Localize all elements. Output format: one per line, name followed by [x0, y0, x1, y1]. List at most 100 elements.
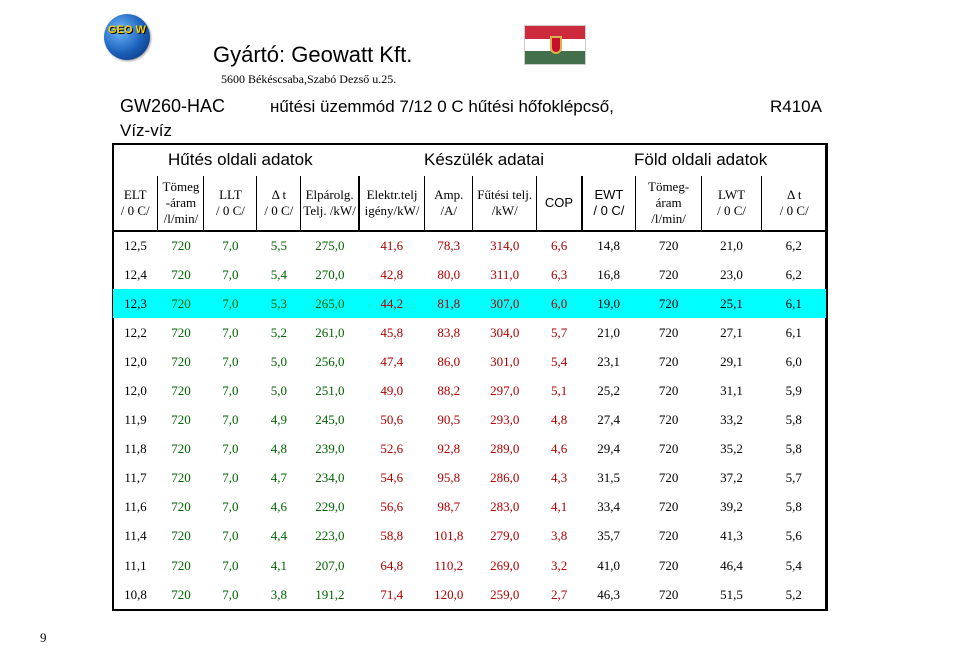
table-cell: 720 — [171, 470, 191, 486]
table-cell: 14,8 — [597, 238, 620, 254]
table-cell: 7,0 — [222, 528, 239, 544]
table-cell: 720 — [171, 238, 191, 254]
column-header-line: /kW/ — [491, 203, 518, 218]
table-cell: 6,0 — [536, 289, 582, 319]
table-cell: 42,8 — [380, 266, 404, 282]
table-cell: 95,8 — [437, 470, 461, 486]
table-row: 12,0 720 7,0 5,0 256,0 47,4 86,0 301,0 5,4 23,1 72… — [113, 347, 827, 377]
table-cell: 110,2 — [434, 557, 464, 573]
table-cell: 4,1 — [270, 557, 287, 573]
table-cell: 3,2 — [551, 557, 568, 573]
table-cell: 6,6 — [551, 238, 568, 254]
table-cell: 101,8 — [434, 528, 464, 544]
geowatt-logo: GEO W — [104, 14, 150, 60]
table-cell: 21,0 — [597, 324, 620, 340]
table-cell: 314,0 — [490, 238, 520, 254]
table-cell: 7,0 — [222, 383, 239, 399]
table-row: 10,8 720 7,0 3,8 191,2 71,4 120,0 259,0 2,7 46,3 7… — [113, 580, 827, 610]
table-cell: 16,8 — [597, 266, 620, 282]
coat-of-arms-icon — [550, 36, 562, 54]
column-header-line: /A/ — [440, 203, 458, 218]
table-cell: 720 — [171, 353, 191, 369]
table-row: 12,4 720 7,0 5,4 270,0 42,8 80,0 311,0 6,3 16,8 72… — [113, 260, 827, 290]
table-cell: 293,0 — [490, 412, 520, 428]
table-cell: 33,4 — [597, 499, 620, 515]
column-header-2: LLT/ 0 C/ — [203, 176, 257, 232]
table-cell: 720 — [171, 383, 191, 399]
table-cell: 5,0 — [270, 383, 287, 399]
column-header-11: LWT/ 0 C/ — [701, 176, 762, 232]
table-cell: 4,9 — [270, 412, 287, 428]
section-device-data: Készülék adatai — [424, 150, 545, 169]
section-cooling-side: Hűtés oldali adatok — [168, 150, 313, 169]
table-cell: 7,0 — [222, 353, 239, 369]
column-header-line: COP — [544, 195, 573, 210]
column-header-0: ELT/ 0 C/ — [113, 176, 158, 232]
table-cell: 5,4 — [551, 353, 568, 369]
table-row: 11,4 720 7,0 4,4 223,0 58,8 101,8 279,0 3,8 35,7 7… — [113, 521, 827, 552]
table-body: 12,5 720 7,0 5,5 275,0 41,6 78,3 314,0 6,6 14,8 72… — [113, 231, 827, 610]
column-header-line: Δ t — [786, 187, 802, 202]
table-cell: 6,2 — [761, 260, 827, 290]
table-cell: 25,1 — [701, 289, 762, 319]
table-cell: 6,1 — [761, 289, 827, 319]
table-cell: 269,0 — [490, 557, 520, 573]
table-cell: 256,0 — [315, 353, 345, 369]
table-frame — [112, 143, 828, 611]
column-header-line: / 0 C/ — [779, 203, 809, 218]
table-cell: 5,4 — [270, 266, 287, 282]
column-header-line: / 0 C/ — [264, 203, 294, 218]
column-header-6: Amp./A/ — [424, 176, 473, 232]
table-cell: 83,8 — [437, 324, 461, 340]
table-cell: 78,3 — [437, 238, 461, 254]
table-cell: 12,0 — [124, 353, 147, 369]
table-cell: 275,0 — [315, 238, 345, 254]
table-cell: 4,8 — [551, 412, 568, 428]
column-header-line: Tömeg — [162, 179, 200, 194]
table-cell: 307,0 — [472, 289, 537, 319]
table-cell: 92,8 — [437, 441, 461, 457]
table-cell: 52,6 — [380, 441, 404, 457]
table-cell: 23,1 — [597, 353, 620, 369]
table-cell: 2,7 — [551, 586, 568, 602]
table-cell: 80,0 — [437, 266, 461, 282]
column-header-line: Tömeg- — [648, 179, 690, 194]
manufacturer-name: Gyártó: Geowatt Kft. — [213, 42, 413, 67]
table-cell: 33,2 — [720, 412, 743, 428]
table-cell: 6,0 — [761, 347, 827, 377]
table-cell: 44,2 — [358, 289, 425, 319]
column-header-9: EWT/ 0 C/ — [580, 176, 636, 232]
column-header-3: Δ t/ 0 C/ — [256, 176, 301, 232]
table-cell: 41,6 — [380, 238, 404, 254]
table-cell: 11,4 — [124, 528, 147, 544]
table-cell: 5,9 — [761, 376, 827, 406]
column-header-line: LLT — [219, 187, 242, 202]
column-header-line: / 0 C/ — [593, 203, 625, 218]
column-header-12: Δ t/ 0 C/ — [761, 176, 827, 232]
table-cell: 720 — [171, 324, 191, 340]
table-cell: 12,0 — [124, 383, 147, 399]
flag-stripe-red — [525, 26, 585, 39]
table-cell: 10,8 — [124, 586, 147, 602]
column-header-8: COP — [536, 176, 582, 232]
table-cell: 7,0 — [222, 557, 239, 573]
table-cell: 19,0 — [581, 289, 636, 319]
table-cell: 5,3 — [256, 289, 301, 319]
table-row: 12,2 720 7,0 5,2 261,0 45,8 83,8 304,0 5,7 21,0 72… — [113, 318, 827, 348]
model-name: GW260-HAC — [120, 96, 226, 116]
column-header-line: Elektr.telj — [366, 187, 418, 202]
table-header-row: ELT/ 0 C/Tömeg -áram/l/min/LLT/ 0 C/Δ t / … — [113, 176, 827, 232]
table-row: 11,1 720 7,0 4,1 207,0 64,8 110,2 269,0 3,2 41,0 7… — [113, 551, 827, 581]
column-header-line: Fűtési telj. — [477, 187, 533, 202]
column-header-line: Elpárolg. — [305, 187, 354, 202]
table-cell: 45,8 — [380, 324, 404, 340]
table-cell: 5,6 — [761, 521, 827, 552]
column-header-1: Tömeg -áram/l/min/ — [157, 176, 204, 232]
operation-mode: нűtési üzemmód 7/12 0 C hűtési hőfoklépc… — [270, 97, 614, 116]
table-cell: 51,5 — [720, 586, 743, 602]
table-row: 11,8 720 7,0 4,8 239,0 52,6 92,8 289,0 4,6 29,4 72… — [113, 434, 827, 464]
table-cell: 11,8 — [124, 441, 147, 457]
table-cell: 6,1 — [761, 318, 827, 348]
table-cell: 47,4 — [380, 353, 404, 369]
table-cell: 46,3 — [597, 586, 620, 602]
